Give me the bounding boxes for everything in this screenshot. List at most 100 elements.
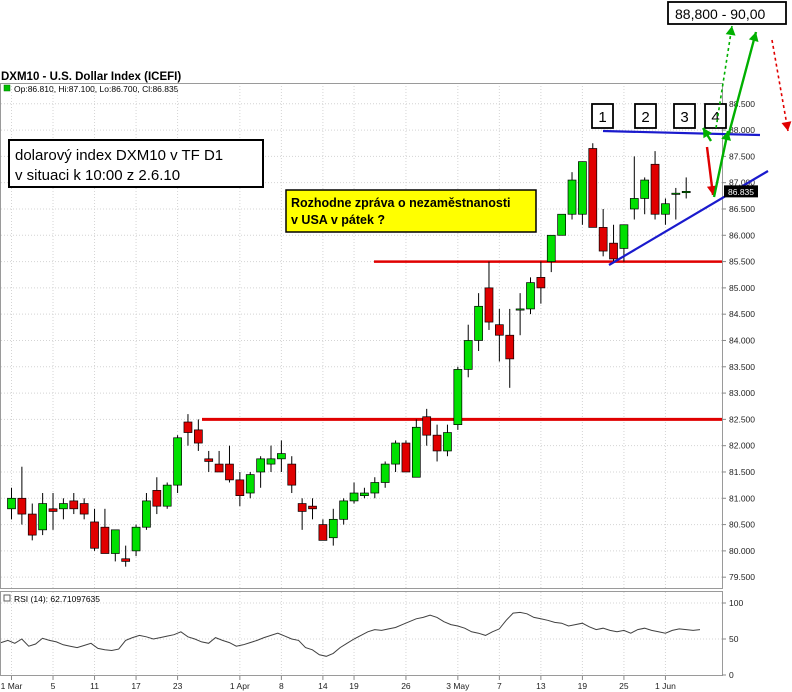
candle <box>79 498 89 520</box>
ohlc-readout: Op:86.810, Hi:87.100, Lo:86.700, Cl:86.8… <box>14 84 179 94</box>
candle <box>214 450 224 473</box>
candle <box>318 519 328 541</box>
rsi-tick-label: 50 <box>729 634 739 644</box>
candle-body-down <box>48 508 58 512</box>
candle-body-up <box>671 192 681 195</box>
info-box: dolarový index DXM10 v TF D1 v situaci k… <box>8 139 264 188</box>
price-tick-label: 81.000 <box>729 493 755 503</box>
candle-body-up <box>339 500 349 520</box>
candle <box>360 487 369 499</box>
price-tick-label: 79.500 <box>729 572 755 582</box>
rsi-label: RSI (14): 62.71097635 <box>14 594 100 604</box>
rsi-label-swatch <box>3 594 11 602</box>
price-tick-label: 82.000 <box>729 441 755 451</box>
candle <box>225 445 234 483</box>
candle <box>100 508 110 554</box>
arrow-head <box>781 121 792 131</box>
candle <box>515 293 525 336</box>
candle <box>59 498 68 520</box>
candle-body-down <box>17 497 27 515</box>
candle <box>681 177 691 199</box>
candle-body-up <box>681 191 691 194</box>
arrow-head <box>706 185 717 195</box>
projection-arrows <box>701 25 792 198</box>
candle-body-down <box>308 505 317 510</box>
arrow-small-retrace <box>701 127 713 142</box>
candle <box>7 487 16 520</box>
candle <box>536 261 546 304</box>
candle <box>567 172 577 220</box>
candle-body-up <box>526 282 535 310</box>
wave-markers: 1 2 3 4 <box>591 103 727 129</box>
rsi-tick-label: 0 <box>729 670 734 680</box>
last-price-flag-label: 86.835 <box>728 187 754 197</box>
x-tick-label: 3 May <box>446 681 470 691</box>
candle-body-up <box>391 442 400 465</box>
candle-body-down <box>183 421 193 433</box>
candle-body-down <box>318 524 328 541</box>
candle <box>578 161 587 225</box>
candle-body-down <box>650 163 660 215</box>
candle <box>411 419 421 478</box>
candle <box>495 308 504 362</box>
candle <box>349 482 359 504</box>
x-tick-label: 8 <box>279 681 284 691</box>
candle-body-down <box>27 513 37 536</box>
candle-body-up <box>370 482 380 494</box>
arrow-head <box>748 32 759 42</box>
price-tick-label: 85.500 <box>729 257 755 267</box>
price-tick-label: 83.000 <box>729 388 755 398</box>
x-tick-label: 5 <box>51 681 56 691</box>
candle-body-down <box>609 242 618 260</box>
candle-body-up <box>59 503 68 510</box>
candle <box>38 493 47 536</box>
x-tick-label: 25 <box>619 681 629 691</box>
candle <box>328 508 338 546</box>
candle <box>266 445 276 472</box>
candle <box>69 493 79 515</box>
candle <box>142 493 151 530</box>
candle <box>422 408 432 446</box>
candle-body-down <box>214 463 224 473</box>
candle-body-up <box>7 497 16 510</box>
candle-body-up <box>629 198 639 210</box>
price-tick-label: 87.000 <box>729 178 755 188</box>
candle <box>640 177 650 215</box>
price-tick-label: 82.500 <box>729 414 755 424</box>
wave-marker-label: 4 <box>711 109 719 126</box>
candle <box>110 529 120 562</box>
candle <box>173 435 182 494</box>
x-tick-label: 13 <box>536 681 546 691</box>
arrow-shaft <box>726 31 758 138</box>
price-tick-label: 86.000 <box>729 230 755 240</box>
candle <box>121 545 131 567</box>
candle <box>453 366 463 430</box>
candle-body-up <box>349 492 359 502</box>
price-tick-label: 84.500 <box>729 309 755 319</box>
candle <box>526 277 535 315</box>
arrow-shaft <box>715 25 733 129</box>
candle <box>245 471 255 499</box>
candle-body-down <box>536 277 546 289</box>
candle <box>650 151 660 220</box>
candle-body-down <box>484 287 494 323</box>
candle <box>609 224 618 262</box>
x-tick-label: 19 <box>349 681 359 691</box>
news-box-line-2: v USA v pátek ? <box>291 213 385 227</box>
candle-body-down <box>287 463 297 486</box>
candle-body-up <box>162 484 172 507</box>
price-tick-label: 83.500 <box>729 362 755 372</box>
candle <box>557 213 566 236</box>
rsi-grid: 0 50 100 <box>1 598 743 680</box>
candle <box>588 143 598 228</box>
support-trendline <box>608 170 769 266</box>
candle-body-up <box>557 213 566 236</box>
candle-body-down <box>69 500 79 510</box>
candle <box>131 524 141 557</box>
candle <box>152 477 162 515</box>
candle <box>339 498 349 525</box>
wave-marker-label: 1 <box>598 109 606 126</box>
wave-marker-box <box>591 103 614 129</box>
arrow-target-2 <box>726 31 759 138</box>
candle-body-down <box>495 324 504 336</box>
